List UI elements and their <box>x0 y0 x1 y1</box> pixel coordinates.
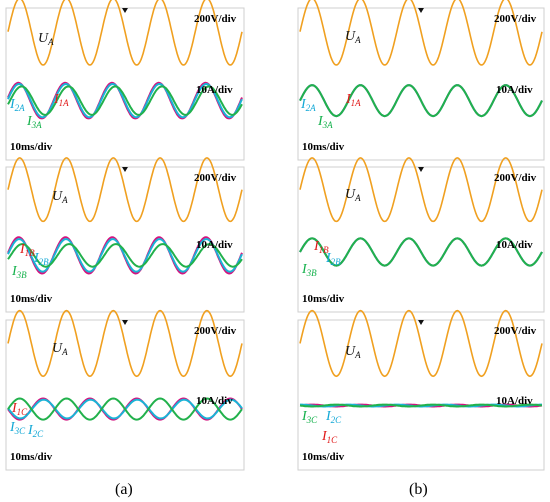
trace-ua <box>299 157 543 223</box>
trace-i3b <box>299 237 543 267</box>
voltage-scale-label: 200V/div <box>494 172 537 184</box>
scope-panel-6: 200V/div 10A/div 10ms/div UA I3C I2C I1C <box>297 309 545 471</box>
trigger-marker <box>122 167 128 172</box>
current-scale-label: 10A/div <box>496 395 533 407</box>
current-scale-label: 10A/div <box>196 239 233 251</box>
voltage-scale-label: 200V/div <box>194 325 237 337</box>
signal-label: UA <box>345 344 361 360</box>
panel-label-b: (b) <box>409 481 428 498</box>
signal-label: UA <box>345 29 361 45</box>
trigger-marker <box>418 320 424 325</box>
signal-label: I2C <box>325 409 342 425</box>
time-scale-label: 10ms/div <box>302 293 345 305</box>
panel-label-a: (a) <box>115 481 133 498</box>
signal-label: I2B <box>33 251 49 267</box>
time-scale-label: 10ms/div <box>10 451 53 463</box>
trigger-marker <box>418 167 424 172</box>
signal-label: I1C <box>321 429 338 445</box>
trace-ua <box>299 309 543 378</box>
signal-label: UA <box>52 341 68 357</box>
trace-ua <box>299 0 543 66</box>
signal-label: I3C <box>9 420 26 436</box>
trace-ua <box>7 309 243 378</box>
signal-label: I1B <box>19 242 35 258</box>
scope-panel-3: 200V/div 10A/div 10ms/div UA I1B I2B I3B <box>5 157 245 313</box>
trace-i3a <box>7 85 243 116</box>
trigger-marker <box>122 320 128 325</box>
voltage-scale-label: 200V/div <box>194 172 237 184</box>
current-scale-label: 10A/div <box>496 239 533 251</box>
signal-label: I2C <box>27 423 44 439</box>
trigger-marker <box>418 8 424 13</box>
trace-i3b <box>7 243 243 268</box>
trace-ua <box>7 0 243 66</box>
voltage-scale-label: 200V/div <box>494 13 537 25</box>
signal-label: UA <box>38 31 54 47</box>
signal-label: I2B <box>325 251 341 267</box>
trace-i3c <box>7 397 243 421</box>
signal-label: I3C <box>301 409 318 425</box>
trace-i2b <box>7 238 243 273</box>
trace-i3a <box>299 84 543 118</box>
signal-label: I1C <box>11 401 28 417</box>
scope-panel-5: 200V/div 10A/div 10ms/div UA I1C I3C I2C <box>5 309 245 471</box>
voltage-scale-label: 200V/div <box>494 325 537 337</box>
time-scale-label: 10ms/div <box>302 141 345 153</box>
signal-label: I3B <box>11 264 27 280</box>
time-scale-label: 10ms/div <box>10 293 53 305</box>
signal-label: I2A <box>300 97 316 113</box>
signal-label: I1A <box>345 92 361 108</box>
time-scale-label: 10ms/div <box>302 451 345 463</box>
trigger-marker <box>122 8 128 13</box>
trace-i3c <box>299 403 543 408</box>
current-scale-label: 10A/div <box>496 84 533 96</box>
current-scale-label: 10A/div <box>196 395 233 407</box>
current-scale-label: 10A/div <box>196 84 233 96</box>
signal-label: UA <box>52 189 68 205</box>
signal-label: UA <box>345 187 361 203</box>
time-scale-label: 10ms/div <box>10 141 53 153</box>
voltage-scale-label: 200V/div <box>194 13 237 25</box>
trace-ua <box>7 157 243 223</box>
signal-label: I3B <box>301 262 317 278</box>
signal-label: I2A <box>9 97 25 113</box>
signal-label: I3A <box>317 114 333 130</box>
